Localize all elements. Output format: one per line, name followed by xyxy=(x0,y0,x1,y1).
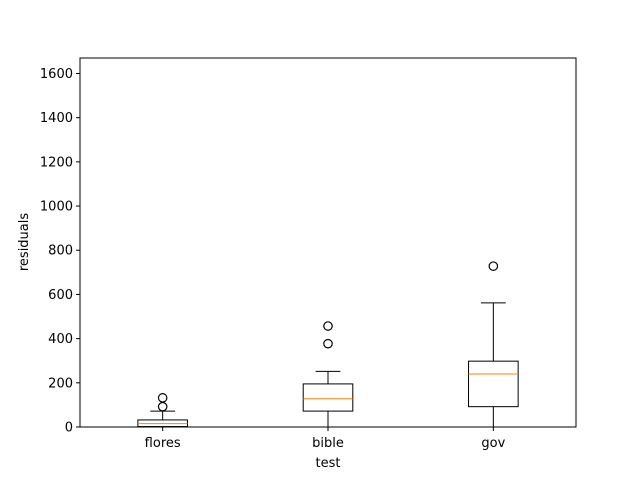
x-tick-label-flores: flores xyxy=(145,436,181,451)
y-tick-label: 1400 xyxy=(40,111,73,126)
y-tick-label: 200 xyxy=(48,376,73,391)
y-tick-label: 1200 xyxy=(40,155,73,170)
y-axis: 0 200 400 600 800 1000 1200 1400 1600 xyxy=(40,67,80,436)
outlier-point xyxy=(323,321,333,331)
y-tick-label: 0 xyxy=(65,421,73,436)
y-tick-label: 1600 xyxy=(40,67,73,82)
x-axis-label: test xyxy=(316,456,341,471)
x-axis: flores bible gov xyxy=(145,427,506,451)
outlier-point xyxy=(323,338,333,349)
y-tick-label: 600 xyxy=(48,288,73,303)
x-tick-label-bible: bible xyxy=(312,436,344,451)
iqr-box xyxy=(468,360,519,408)
outlier-point xyxy=(488,261,499,271)
iqr-box xyxy=(302,383,354,412)
y-axis-label: residuals xyxy=(17,213,32,272)
y-tick-label: 800 xyxy=(48,244,73,259)
x-tick-label-gov: gov xyxy=(481,436,505,451)
y-tick-label: 400 xyxy=(48,332,73,347)
y-tick-label: 1000 xyxy=(40,200,73,215)
outlier-point xyxy=(157,393,168,403)
plot-area xyxy=(80,58,576,427)
